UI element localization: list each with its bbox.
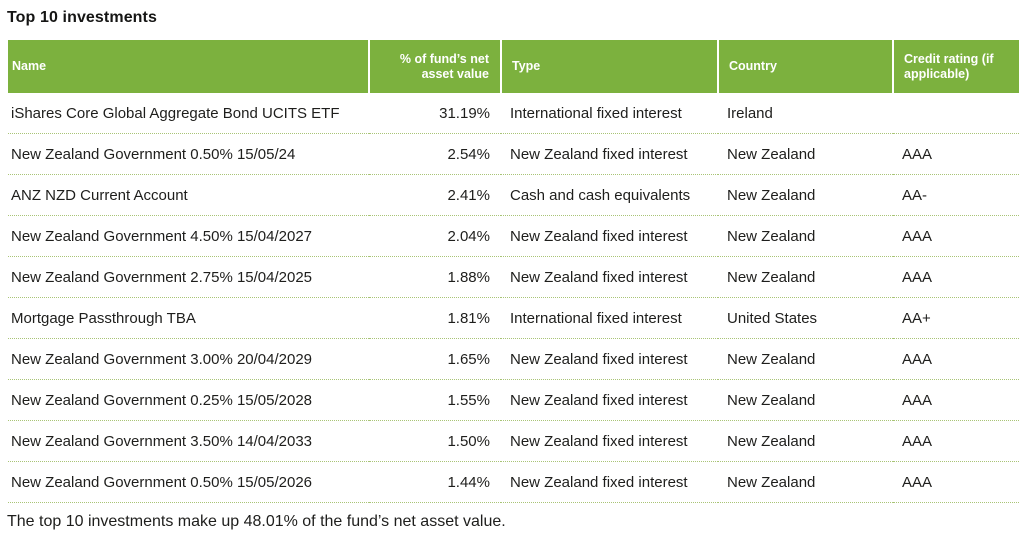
cell-name: New Zealand Government 2.75% 15/04/2025	[8, 256, 369, 298]
cell-type: New Zealand fixed interest	[501, 133, 718, 175]
cell-country: New Zealand	[718, 133, 893, 175]
cell-net-asset-value: 1.88%	[369, 256, 501, 298]
cell-credit-rating: AAA	[893, 215, 1019, 257]
cell-credit-rating: AAA	[893, 420, 1019, 462]
cell-net-asset-value: 2.04%	[369, 215, 501, 257]
cell-type: International fixed interest	[501, 297, 718, 339]
table-row: iShares Core Global Aggregate Bond UCITS…	[8, 93, 1019, 134]
cell-net-asset-value: 1.50%	[369, 420, 501, 462]
cell-type: Cash and cash equivalents	[501, 174, 718, 216]
table-row: New Zealand Government 0.50% 15/05/24 2.…	[8, 133, 1019, 175]
cell-name: New Zealand Government 3.50% 14/04/2033	[8, 420, 369, 462]
cell-net-asset-value: 1.81%	[369, 297, 501, 339]
cell-net-asset-value: 1.65%	[369, 338, 501, 380]
cell-name: New Zealand Government 0.50% 15/05/24	[8, 133, 369, 175]
cell-net-asset-value: 2.41%	[369, 174, 501, 216]
cell-name: iShares Core Global Aggregate Bond UCITS…	[8, 93, 369, 134]
cell-credit-rating: AA-	[893, 174, 1019, 216]
cell-type: New Zealand fixed interest	[501, 461, 718, 503]
table-row: New Zealand Government 0.25% 15/05/2028 …	[8, 379, 1019, 421]
cell-credit-rating: AA+	[893, 297, 1019, 339]
table-row: ANZ NZD Current Account 2.41% Cash and c…	[8, 174, 1019, 216]
col-header-name: Name	[8, 40, 369, 93]
cell-name: New Zealand Government 0.25% 15/05/2028	[8, 379, 369, 421]
cell-name: Mortgage Passthrough TBA	[8, 297, 369, 339]
cell-type: New Zealand fixed interest	[501, 420, 718, 462]
cell-country: New Zealand	[718, 338, 893, 380]
top-10-investments-table: Name % of fund’s net asset value Type Co…	[8, 40, 1019, 503]
header-row: Name % of fund’s net asset value Type Co…	[8, 40, 1019, 93]
cell-country: United States	[718, 297, 893, 339]
cell-type: New Zealand fixed interest	[501, 338, 718, 380]
cell-country: New Zealand	[718, 215, 893, 257]
cell-country: New Zealand	[718, 461, 893, 503]
cell-country: New Zealand	[718, 174, 893, 216]
table-header: Name % of fund’s net asset value Type Co…	[8, 40, 1019, 93]
table-row: New Zealand Government 0.50% 15/05/2026 …	[8, 461, 1019, 503]
table-row: New Zealand Government 4.50% 15/04/2027 …	[8, 215, 1019, 257]
cell-type: New Zealand fixed interest	[501, 379, 718, 421]
table-body: iShares Core Global Aggregate Bond UCITS…	[8, 93, 1019, 503]
cell-type: New Zealand fixed interest	[501, 256, 718, 298]
cell-credit-rating	[893, 93, 1019, 134]
cell-type: New Zealand fixed interest	[501, 215, 718, 257]
cell-country: New Zealand	[718, 420, 893, 462]
cell-net-asset-value: 1.44%	[369, 461, 501, 503]
cell-type: International fixed interest	[501, 93, 718, 134]
cell-credit-rating: AAA	[893, 379, 1019, 421]
col-header-credit-rating: Credit rating (if applicable)	[892, 40, 1019, 93]
cell-country: New Zealand	[718, 379, 893, 421]
cell-name: New Zealand Government 4.50% 15/04/2027	[8, 215, 369, 257]
table-row: Mortgage Passthrough TBA 1.81% Internati…	[8, 297, 1019, 339]
cell-name: New Zealand Government 0.50% 15/05/2026	[8, 461, 369, 503]
cell-credit-rating: AAA	[893, 133, 1019, 175]
cell-country: New Zealand	[718, 256, 893, 298]
cell-net-asset-value: 2.54%	[369, 133, 501, 175]
cell-net-asset-value: 1.55%	[369, 379, 501, 421]
cell-credit-rating: AAA	[893, 461, 1019, 503]
col-header-net-asset-value: % of fund’s net asset value	[368, 40, 501, 93]
cell-net-asset-value: 31.19%	[369, 93, 501, 134]
page-title: Top 10 investments	[7, 9, 157, 26]
cell-name: ANZ NZD Current Account	[8, 174, 369, 216]
cell-country: Ireland	[718, 93, 893, 134]
cell-credit-rating: AAA	[893, 338, 1019, 380]
cell-credit-rating: AAA	[893, 256, 1019, 298]
col-header-country: Country	[717, 40, 893, 93]
table-row: New Zealand Government 2.75% 15/04/2025 …	[8, 256, 1019, 298]
table-row: New Zealand Government 3.50% 14/04/2033 …	[8, 420, 1019, 462]
col-header-type: Type	[500, 40, 718, 93]
cell-name: New Zealand Government 3.00% 20/04/2029	[8, 338, 369, 380]
footer-note: The top 10 investments make up 48.01% of…	[7, 513, 506, 530]
table-row: New Zealand Government 3.00% 20/04/2029 …	[8, 338, 1019, 380]
